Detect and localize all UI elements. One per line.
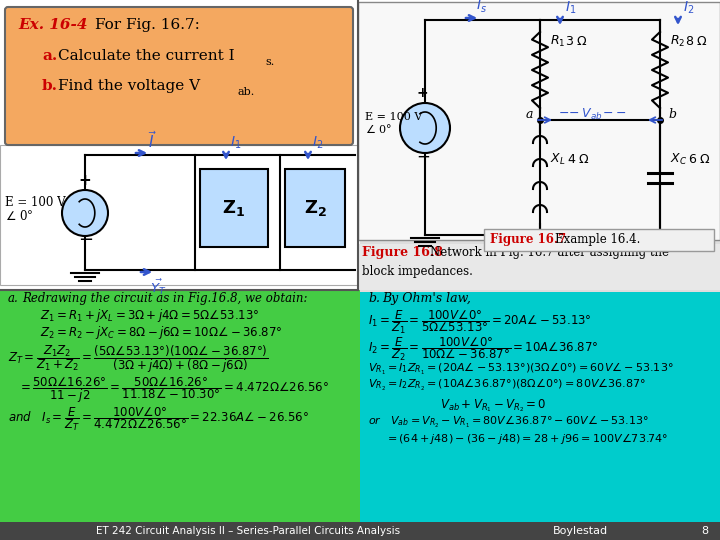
Text: $V_{ab} + V_{R_1} - V_{R_2} = 0$: $V_{ab} + V_{R_1} - V_{R_2} = 0$ — [440, 397, 546, 414]
Text: 3 $\Omega$: 3 $\Omega$ — [565, 35, 588, 48]
Text: $I_1$: $I_1$ — [230, 134, 241, 151]
Text: $\vec{I_s}$: $\vec{I_s}$ — [476, 0, 487, 15]
Text: Figure 16.8: Figure 16.8 — [362, 246, 443, 259]
Text: $Z_2 = R_2 - jX_C = 8\Omega - j6\Omega = 10\Omega\angle -36.87°$: $Z_2 = R_2 - jX_C = 8\Omega - j6\Omega =… — [40, 324, 282, 341]
Text: $Z_T = \dfrac{Z_1 Z_2}{Z_1+Z_2} = \dfrac{(5\Omega\angle 53.13°)(10\Omega\angle -: $Z_T = \dfrac{Z_1 Z_2}{Z_1+Z_2} = \dfrac… — [8, 343, 269, 375]
Text: 4 $\Omega$: 4 $\Omega$ — [567, 153, 590, 166]
Text: $\vec{I}$: $\vec{I}$ — [148, 130, 157, 151]
Text: $= \dfrac{50\Omega\angle 16.26°}{11-j2} = \dfrac{50\Omega\angle 16.26°}{11.18\an: $= \dfrac{50\Omega\angle 16.26°}{11-j2} … — [18, 375, 329, 405]
Text: $\vec{Y_T}$: $\vec{Y_T}$ — [150, 278, 166, 298]
Text: ET 242 Circuit Analysis II – Series-Parallel Circuits Analysis: ET 242 Circuit Analysis II – Series-Para… — [96, 526, 400, 536]
Text: $R_1$: $R_1$ — [550, 34, 565, 49]
Text: b.: b. — [368, 292, 380, 305]
Text: −: − — [78, 231, 93, 249]
Text: $I_1 = \dfrac{E}{Z_1} = \dfrac{100V\angle 0°}{5\Omega\angle 53.13°} = 20A\angle : $I_1 = \dfrac{E}{Z_1} = \dfrac{100V\angl… — [368, 308, 592, 336]
Text: $-\!-V_{ab}\!-\!-$: $-\!-V_{ab}\!-\!-$ — [558, 107, 626, 122]
Text: 6 $\Omega$: 6 $\Omega$ — [688, 153, 711, 166]
FancyBboxPatch shape — [358, 2, 720, 240]
Text: Redrawing the circuit as in Fig.16.8, we obtain:: Redrawing the circuit as in Fig.16.8, we… — [22, 292, 307, 305]
Text: $\angle$ 0°: $\angle$ 0° — [5, 209, 34, 223]
FancyBboxPatch shape — [358, 244, 720, 290]
Text: Network in Fig. 16.7 after assigning the: Network in Fig. 16.7 after assigning the — [430, 246, 669, 259]
FancyBboxPatch shape — [200, 169, 268, 247]
Text: $V_{R_1} = I_1 Z_{R_1} = (20A\angle -53.13°)(3\Omega\angle 0°) = 60V\angle -53.1: $V_{R_1} = I_1 Z_{R_1} = (20A\angle -53.… — [368, 361, 674, 377]
Text: E = 100 V: E = 100 V — [365, 112, 423, 122]
Text: For Fig. 16.7:: For Fig. 16.7: — [95, 18, 200, 32]
Text: a: a — [526, 108, 534, 121]
FancyBboxPatch shape — [0, 0, 720, 290]
Text: $X_C$: $X_C$ — [670, 152, 687, 167]
FancyBboxPatch shape — [484, 229, 714, 251]
Text: $R_2$: $R_2$ — [670, 34, 685, 49]
Text: s.: s. — [265, 57, 274, 67]
Text: $\mathbf{Z_1}$: $\mathbf{Z_1}$ — [222, 198, 246, 218]
FancyBboxPatch shape — [5, 7, 353, 145]
Text: $\mathbf{Z_2}$: $\mathbf{Z_2}$ — [304, 198, 326, 218]
Text: $X_L$: $X_L$ — [550, 152, 565, 167]
Text: E = 100 V: E = 100 V — [5, 196, 66, 209]
Text: $I_2$: $I_2$ — [312, 134, 323, 151]
Text: 8 $\Omega$: 8 $\Omega$ — [685, 35, 708, 48]
Text: Find the voltage V: Find the voltage V — [58, 79, 200, 93]
Text: $I_1$: $I_1$ — [565, 0, 576, 16]
FancyBboxPatch shape — [0, 522, 720, 540]
Text: +: + — [416, 86, 428, 100]
Text: By Ohm's law,: By Ohm's law, — [382, 292, 471, 305]
Text: $I_2$: $I_2$ — [683, 0, 694, 16]
Text: Figure 16.7: Figure 16.7 — [490, 233, 566, 246]
Text: a.: a. — [42, 49, 58, 63]
FancyBboxPatch shape — [360, 290, 720, 522]
Text: $= (64+j48)-(36-j48) = 28+j96 = 100V\angle 73.74°$: $= (64+j48)-(36-j48) = 28+j96 = 100V\ang… — [385, 431, 668, 446]
Text: $\angle$ 0°: $\angle$ 0° — [365, 122, 392, 135]
Text: $Z_1 = R_1 + jX_L = 3\Omega + j4\Omega = 5\Omega\angle 53.13°$: $Z_1 = R_1 + jX_L = 3\Omega + j4\Omega =… — [40, 307, 259, 324]
FancyBboxPatch shape — [0, 290, 720, 522]
Text: a.: a. — [8, 292, 19, 305]
Text: Example 16.4.: Example 16.4. — [555, 233, 640, 246]
Text: $and\quad I_s = \dfrac{E}{Z_T} = \dfrac{100V\angle 0°}{4.472\Omega\angle 26.56°}: $and\quad I_s = \dfrac{E}{Z_T} = \dfrac{… — [8, 406, 309, 433]
Text: b: b — [668, 108, 676, 121]
Text: +: + — [78, 173, 91, 188]
Circle shape — [400, 103, 450, 153]
Text: −: − — [416, 148, 430, 166]
Text: Boylestad: Boylestad — [552, 526, 608, 536]
Text: Calculate the current I: Calculate the current I — [58, 49, 235, 63]
Text: block impedances.: block impedances. — [362, 265, 473, 278]
Text: ab.: ab. — [238, 87, 256, 97]
Text: $V_{R_2} = I_2 Z_{R_2} = (10A\angle 36.87°)(8\Omega\angle 0°) = 80V\angle 36.87°: $V_{R_2} = I_2 Z_{R_2} = (10A\angle 36.8… — [368, 377, 646, 393]
Text: $I_2 = \dfrac{E}{Z_2} = \dfrac{100V\angle 0°}{10\Omega\angle -36.87°} = 10A\angl: $I_2 = \dfrac{E}{Z_2} = \dfrac{100V\angl… — [368, 335, 598, 363]
Text: b.: b. — [42, 79, 58, 93]
Text: Ex. 16-4: Ex. 16-4 — [18, 18, 88, 32]
FancyBboxPatch shape — [0, 145, 358, 285]
FancyBboxPatch shape — [360, 240, 720, 292]
Text: 8: 8 — [701, 526, 708, 536]
Circle shape — [62, 190, 108, 236]
FancyBboxPatch shape — [285, 169, 345, 247]
Text: $or\quad V_{ab} = V_{R_2} - V_{R_1} = 80V\angle 36.87° - 60V\angle -53.13°$: $or\quad V_{ab} = V_{R_2} - V_{R_1} = 80… — [368, 414, 649, 430]
